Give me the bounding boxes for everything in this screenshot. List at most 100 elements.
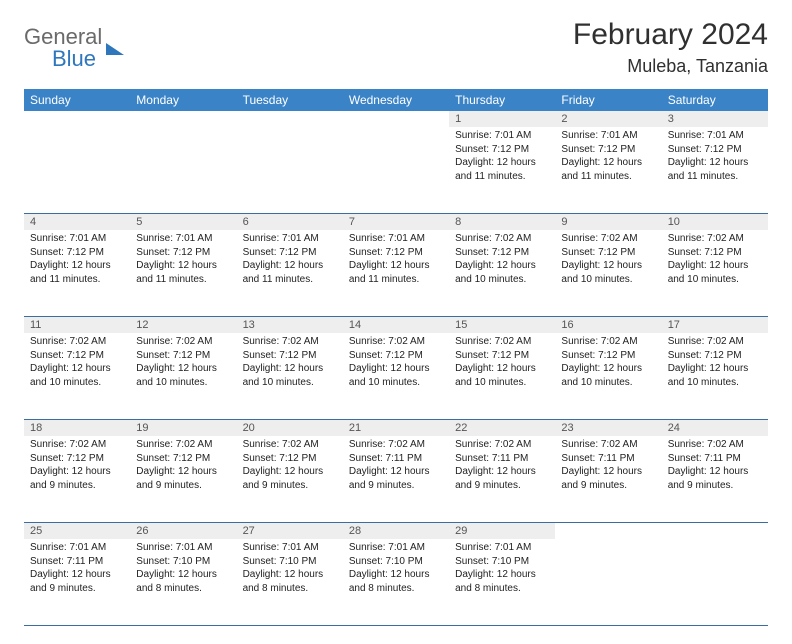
- day-number-cell: 22: [449, 420, 555, 437]
- day-details: Sunrise: 7:02 AMSunset: 7:12 PMDaylight:…: [662, 333, 768, 393]
- day-number-cell: 27: [237, 523, 343, 540]
- day-number-cell: 7: [343, 214, 449, 231]
- day-details: Sunrise: 7:01 AMSunset: 7:12 PMDaylight:…: [662, 127, 768, 187]
- day-number-cell: 1: [449, 111, 555, 127]
- weekday-header: Thursday: [449, 89, 555, 111]
- day-number-row: 18192021222324: [24, 420, 768, 437]
- day-cell: [343, 127, 449, 214]
- day-number-cell: [24, 111, 130, 127]
- day-details: Sunrise: 7:02 AMSunset: 7:12 PMDaylight:…: [343, 333, 449, 393]
- day-number-cell: 29: [449, 523, 555, 540]
- day-number-cell: 5: [130, 214, 236, 231]
- day-cell: Sunrise: 7:02 AMSunset: 7:12 PMDaylight:…: [555, 230, 661, 317]
- day-number-cell: 18: [24, 420, 130, 437]
- day-content-row: Sunrise: 7:02 AMSunset: 7:12 PMDaylight:…: [24, 333, 768, 420]
- calendar-table: SundayMondayTuesdayWednesdayThursdayFrid…: [24, 89, 768, 626]
- day-cell: Sunrise: 7:01 AMSunset: 7:12 PMDaylight:…: [449, 127, 555, 214]
- day-number-cell: 20: [237, 420, 343, 437]
- day-number-cell: [130, 111, 236, 127]
- day-cell: Sunrise: 7:02 AMSunset: 7:12 PMDaylight:…: [24, 436, 130, 523]
- day-details: Sunrise: 7:01 AMSunset: 7:12 PMDaylight:…: [130, 230, 236, 290]
- day-cell: Sunrise: 7:02 AMSunset: 7:12 PMDaylight:…: [237, 436, 343, 523]
- day-number-cell: 16: [555, 317, 661, 334]
- calendar-page: General Blue February 2024 Muleba, Tanza…: [0, 0, 792, 644]
- day-details: Sunrise: 7:01 AMSunset: 7:12 PMDaylight:…: [24, 230, 130, 290]
- day-details: Sunrise: 7:02 AMSunset: 7:11 PMDaylight:…: [555, 436, 661, 496]
- day-details: Sunrise: 7:01 AMSunset: 7:10 PMDaylight:…: [343, 539, 449, 599]
- day-cell: Sunrise: 7:01 AMSunset: 7:12 PMDaylight:…: [662, 127, 768, 214]
- day-cell: [130, 127, 236, 214]
- day-details: Sunrise: 7:01 AMSunset: 7:10 PMDaylight:…: [130, 539, 236, 599]
- day-number-cell: 17: [662, 317, 768, 334]
- calendar-body: 1 23 Sunrise: 7:01 AMSunset: 7:12 PMDaylig…: [24, 111, 768, 626]
- day-content-row: Sunrise: 7:01 AMSunset: 7:11 PMDaylight:…: [24, 539, 768, 626]
- day-cell: Sunrise: 7:02 AMSunset: 7:11 PMDaylight:…: [343, 436, 449, 523]
- day-number-cell: 24: [662, 420, 768, 437]
- day-details: Sunrise: 7:02 AMSunset: 7:12 PMDaylight:…: [130, 333, 236, 393]
- day-cell: Sunrise: 7:02 AMSunset: 7:12 PMDaylight:…: [130, 436, 236, 523]
- day-details: Sunrise: 7:01 AMSunset: 7:12 PMDaylight:…: [555, 127, 661, 187]
- day-content-row: Sunrise: 7:01 AMSunset: 7:12 PMDaylight:…: [24, 230, 768, 317]
- day-cell: Sunrise: 7:01 AMSunset: 7:10 PMDaylight:…: [449, 539, 555, 626]
- day-number-cell: 6: [237, 214, 343, 231]
- day-cell: Sunrise: 7:02 AMSunset: 7:12 PMDaylight:…: [449, 230, 555, 317]
- day-cell: Sunrise: 7:01 AMSunset: 7:10 PMDaylight:…: [130, 539, 236, 626]
- day-number-row: 2526272829: [24, 523, 768, 540]
- day-details: Sunrise: 7:02 AMSunset: 7:12 PMDaylight:…: [237, 436, 343, 496]
- day-details: Sunrise: 7:01 AMSunset: 7:12 PMDaylight:…: [237, 230, 343, 290]
- weekday-header: Monday: [130, 89, 236, 111]
- day-details: Sunrise: 7:02 AMSunset: 7:12 PMDaylight:…: [24, 436, 130, 496]
- day-cell: Sunrise: 7:02 AMSunset: 7:12 PMDaylight:…: [130, 333, 236, 420]
- day-details: Sunrise: 7:02 AMSunset: 7:12 PMDaylight:…: [24, 333, 130, 393]
- day-details: Sunrise: 7:01 AMSunset: 7:10 PMDaylight:…: [449, 539, 555, 599]
- day-number-cell: [662, 523, 768, 540]
- day-details: Sunrise: 7:02 AMSunset: 7:12 PMDaylight:…: [555, 333, 661, 393]
- day-cell: Sunrise: 7:01 AMSunset: 7:12 PMDaylight:…: [24, 230, 130, 317]
- day-number-cell: 15: [449, 317, 555, 334]
- day-cell: [237, 127, 343, 214]
- day-number-cell: 14: [343, 317, 449, 334]
- day-cell: Sunrise: 7:01 AMSunset: 7:11 PMDaylight:…: [24, 539, 130, 626]
- day-cell: Sunrise: 7:02 AMSunset: 7:12 PMDaylight:…: [555, 333, 661, 420]
- day-cell: Sunrise: 7:01 AMSunset: 7:12 PMDaylight:…: [130, 230, 236, 317]
- day-content-row: Sunrise: 7:02 AMSunset: 7:12 PMDaylight:…: [24, 436, 768, 523]
- day-cell: Sunrise: 7:02 AMSunset: 7:12 PMDaylight:…: [343, 333, 449, 420]
- weekday-header: Friday: [555, 89, 661, 111]
- day-details: Sunrise: 7:02 AMSunset: 7:11 PMDaylight:…: [343, 436, 449, 496]
- day-cell: [24, 127, 130, 214]
- day-details: Sunrise: 7:02 AMSunset: 7:12 PMDaylight:…: [130, 436, 236, 496]
- day-details: Sunrise: 7:01 AMSunset: 7:12 PMDaylight:…: [343, 230, 449, 290]
- day-number-cell: 25: [24, 523, 130, 540]
- day-number-cell: 19: [130, 420, 236, 437]
- day-number-cell: 26: [130, 523, 236, 540]
- day-number-row: 11121314151617: [24, 317, 768, 334]
- day-details: Sunrise: 7:02 AMSunset: 7:11 PMDaylight:…: [449, 436, 555, 496]
- day-number-cell: 13: [237, 317, 343, 334]
- day-content-row: Sunrise: 7:01 AMSunset: 7:12 PMDaylight:…: [24, 127, 768, 214]
- day-cell: Sunrise: 7:02 AMSunset: 7:11 PMDaylight:…: [662, 436, 768, 523]
- day-number-cell: 9: [555, 214, 661, 231]
- day-details: Sunrise: 7:01 AMSunset: 7:10 PMDaylight:…: [237, 539, 343, 599]
- day-number-cell: 23: [555, 420, 661, 437]
- day-number-row: 45678910: [24, 214, 768, 231]
- day-number-cell: 4: [24, 214, 130, 231]
- calendar-header: SundayMondayTuesdayWednesdayThursdayFrid…: [24, 89, 768, 111]
- day-details: Sunrise: 7:02 AMSunset: 7:12 PMDaylight:…: [449, 333, 555, 393]
- day-cell: Sunrise: 7:02 AMSunset: 7:11 PMDaylight:…: [449, 436, 555, 523]
- day-details: Sunrise: 7:02 AMSunset: 7:12 PMDaylight:…: [662, 230, 768, 290]
- day-details: Sunrise: 7:02 AMSunset: 7:12 PMDaylight:…: [449, 230, 555, 290]
- day-details: Sunrise: 7:01 AMSunset: 7:11 PMDaylight:…: [24, 539, 130, 599]
- day-number-cell: 28: [343, 523, 449, 540]
- title-block: February 2024 Muleba, Tanzania: [573, 18, 768, 77]
- day-details: Sunrise: 7:02 AMSunset: 7:12 PMDaylight:…: [237, 333, 343, 393]
- day-number-cell: [237, 111, 343, 127]
- day-number-cell: [555, 523, 661, 540]
- day-details: Sunrise: 7:02 AMSunset: 7:12 PMDaylight:…: [555, 230, 661, 290]
- day-cell: Sunrise: 7:01 AMSunset: 7:10 PMDaylight:…: [343, 539, 449, 626]
- day-number-cell: 2: [555, 111, 661, 127]
- day-number-cell: 10: [662, 214, 768, 231]
- page-title: February 2024: [573, 18, 768, 52]
- day-number-cell: 12: [130, 317, 236, 334]
- day-cell: Sunrise: 7:01 AMSunset: 7:12 PMDaylight:…: [343, 230, 449, 317]
- day-number-cell: 21: [343, 420, 449, 437]
